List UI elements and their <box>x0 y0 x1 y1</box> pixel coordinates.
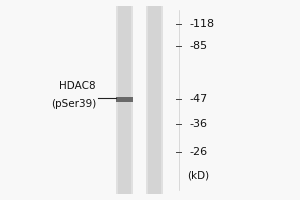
Bar <box>148 6 161 194</box>
Text: -26: -26 <box>189 147 207 157</box>
Text: -36: -36 <box>189 119 207 129</box>
Text: (pSer39): (pSer39) <box>51 99 96 109</box>
Text: -85: -85 <box>189 41 207 51</box>
Bar <box>116 6 133 194</box>
Bar <box>118 6 131 194</box>
Text: -47: -47 <box>189 94 207 104</box>
Text: -118: -118 <box>189 19 214 29</box>
Bar <box>146 6 163 194</box>
Bar <box>116 97 133 102</box>
Text: (kD): (kD) <box>187 171 209 181</box>
Text: HDAC8: HDAC8 <box>59 81 96 91</box>
